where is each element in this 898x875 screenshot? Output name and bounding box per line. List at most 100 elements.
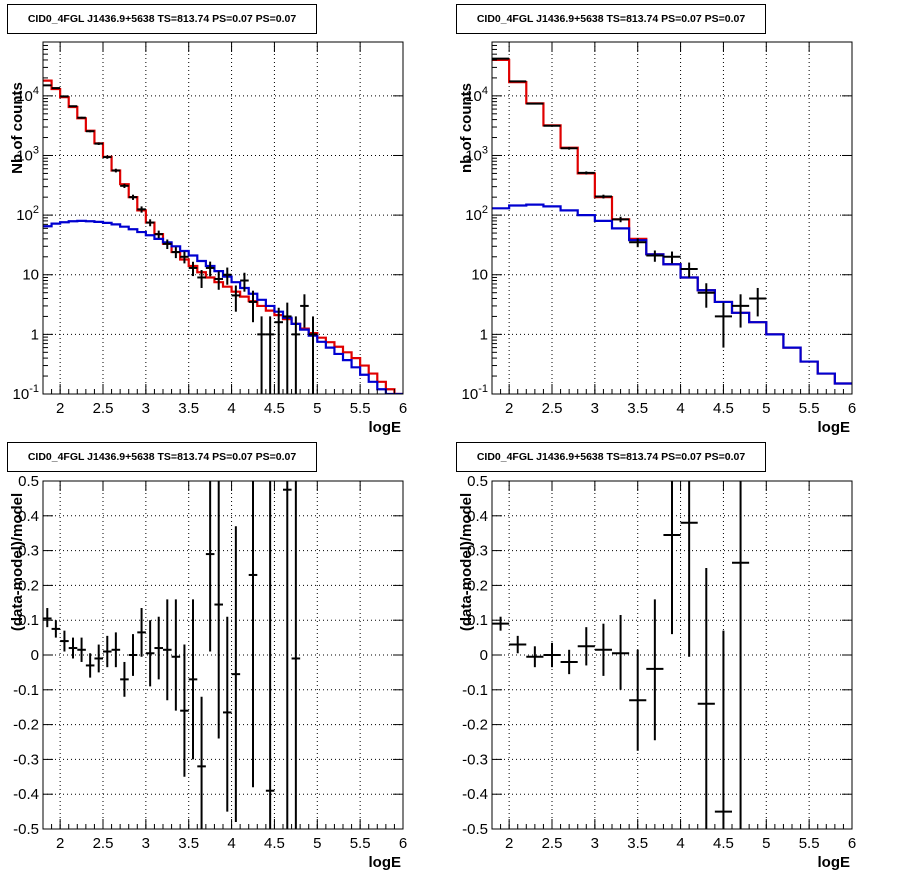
data-point (188, 261, 198, 277)
data-point (594, 623, 612, 676)
x-tick-label: 4 (676, 400, 684, 417)
y-tick-label: -0.4 (13, 786, 39, 803)
data-point (697, 283, 715, 308)
plot-frame (42, 41, 404, 395)
component-model-line (492, 203, 852, 385)
y-axis-label: nb of counts (458, 83, 475, 173)
data-point (180, 251, 189, 264)
data-point (509, 80, 527, 83)
y-axis-label: (data-model)/model (9, 493, 26, 631)
data-point (526, 646, 544, 668)
y-tick-label: 0 (31, 647, 39, 664)
y-tick-label: 0 (480, 647, 488, 664)
data-point (629, 649, 647, 751)
x-tick-label: 5.5 (799, 835, 820, 852)
data-point (137, 608, 146, 657)
x-tick-label: 5 (762, 400, 770, 417)
data-point (197, 696, 206, 829)
data-point (560, 649, 578, 675)
y-tick-label: 1 (31, 326, 39, 343)
data-point (714, 630, 732, 829)
data-point (111, 632, 121, 668)
data-point (577, 171, 595, 175)
data-point (680, 262, 698, 278)
y-tick-label: -0.2 (462, 717, 488, 734)
data-point (732, 481, 750, 829)
x-tick-label: 5.5 (350, 400, 371, 417)
y-tick-label: -0.3 (13, 751, 39, 768)
data-point (163, 599, 172, 701)
data-point (85, 653, 95, 678)
component-model-line (43, 219, 403, 394)
data-point (77, 637, 86, 662)
y-tick-label: -0.2 (13, 717, 39, 734)
x-tick-label: 5.5 (799, 400, 820, 417)
y-tick-label: 1 (480, 326, 488, 343)
x-tick-label: 3.5 (627, 400, 648, 417)
y-tick-label: 10 (471, 267, 488, 284)
grid (43, 481, 403, 829)
data-point (103, 155, 112, 159)
data-point (205, 261, 215, 277)
data-point (492, 57, 510, 60)
data-point (171, 599, 181, 711)
y-tick-label: 0.4 (18, 508, 39, 525)
y-tick-label: 10 (22, 267, 39, 284)
x-tick-label: 4.5 (713, 835, 734, 852)
data-point (646, 599, 664, 741)
data-point (223, 616, 232, 812)
y-axis-label: Nb of counts (9, 82, 26, 174)
x-tick-label: 2.5 (93, 400, 114, 417)
data-point (680, 481, 698, 657)
data-point (94, 644, 103, 673)
data-point (51, 620, 61, 638)
data-point (231, 285, 241, 312)
data-point (188, 599, 198, 760)
data-point (180, 644, 189, 777)
total-model-line (492, 58, 852, 385)
data-point (68, 637, 78, 659)
x-tick-label: 2.5 (93, 835, 114, 852)
data-point (492, 616, 510, 631)
data-point (714, 302, 732, 348)
data-point (300, 294, 309, 328)
grid (43, 42, 403, 394)
x-axis-label: logE (818, 854, 851, 871)
data-point (577, 627, 595, 666)
data-point (154, 230, 163, 239)
data-point (283, 302, 292, 394)
data-point (543, 124, 561, 127)
data-point (68, 105, 78, 108)
x-tick-label: 5 (762, 835, 770, 852)
data-point (663, 251, 681, 264)
data-point (274, 307, 283, 394)
grid (492, 42, 852, 394)
y-tick-label: 103 (465, 144, 488, 164)
x-tick-label: 5 (313, 835, 321, 852)
x-tick-label: 6 (848, 835, 856, 852)
residuals-panel-left: CID0_4FGL J1436.9+5638 TS=813.74 PS=0.07… (0, 437, 449, 875)
chart-title: CID0_4FGL J1436.9+5638 TS=813.74 PS=0.07… (456, 4, 766, 34)
chart-title: CID0_4FGL J1436.9+5638 TS=813.74 PS=0.07… (456, 442, 766, 472)
x-axis-label: logE (369, 854, 402, 871)
x-tick-label: 4 (227, 400, 235, 417)
data-point (197, 270, 206, 288)
data-point (223, 267, 232, 285)
y-tick-label: 103 (16, 144, 39, 164)
x-axis-label: logE (818, 419, 851, 436)
data-point (697, 568, 715, 829)
y-tick-label: 102 (16, 204, 39, 224)
total-model-line (43, 79, 403, 394)
data-point (265, 316, 275, 394)
y-tick-label: 104 (465, 85, 488, 105)
data-point (43, 84, 52, 87)
x-tick-label: 4 (227, 835, 235, 852)
x-tick-label: 3 (142, 400, 150, 417)
data-point (85, 130, 95, 133)
data-point (137, 206, 146, 213)
chart-title: CID0_4FGL J1436.9+5638 TS=813.74 PS=0.07… (7, 4, 317, 34)
data-point (77, 116, 86, 119)
data-point (283, 481, 292, 829)
chart-title: CID0_4FGL J1436.9+5638 TS=813.74 PS=0.07… (7, 442, 317, 472)
x-tick-label: 5 (313, 400, 321, 417)
